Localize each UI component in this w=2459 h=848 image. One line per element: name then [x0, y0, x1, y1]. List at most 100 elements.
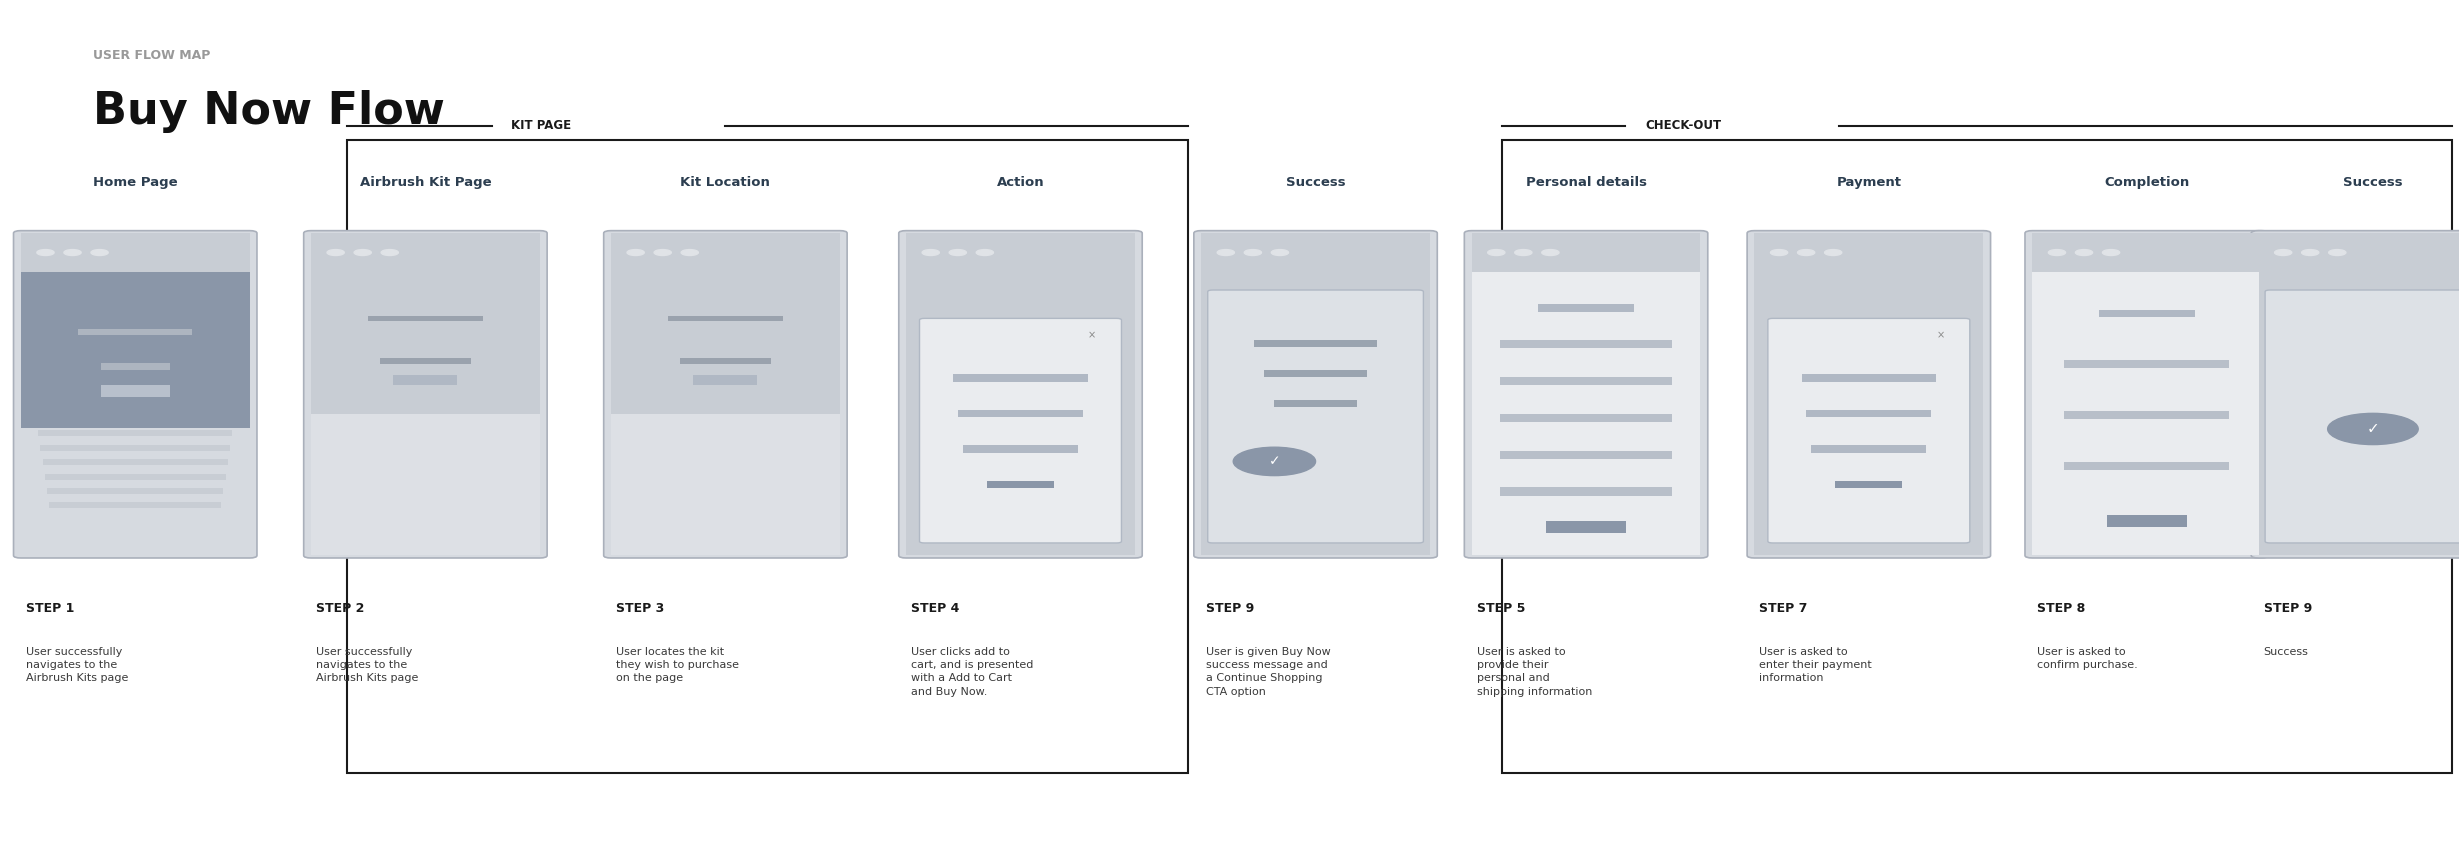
- Bar: [2107, 516, 2186, 527]
- Bar: [310, 414, 541, 555]
- Text: ×: ×: [1935, 331, 1945, 340]
- Circle shape: [1488, 249, 1505, 255]
- Bar: [1807, 410, 1930, 417]
- Bar: [49, 503, 221, 509]
- Bar: [20, 233, 251, 272]
- Text: STEP 9: STEP 9: [1207, 601, 1254, 615]
- Text: Success: Success: [2262, 647, 2309, 657]
- Bar: [44, 474, 226, 480]
- Text: Payment: Payment: [1837, 176, 1901, 189]
- Bar: [79, 328, 192, 335]
- Text: Airbrush Kit Page: Airbrush Kit Page: [359, 176, 492, 189]
- Text: User is asked to
enter their payment
information: User is asked to enter their payment inf…: [1761, 647, 1871, 683]
- Circle shape: [1515, 249, 1532, 255]
- Circle shape: [2075, 249, 2093, 255]
- Bar: [2066, 360, 2228, 368]
- Text: Success: Success: [1286, 176, 1345, 189]
- Circle shape: [922, 249, 939, 255]
- Bar: [1500, 414, 1672, 422]
- Text: STEP 9: STEP 9: [2262, 601, 2311, 615]
- Bar: [101, 385, 170, 397]
- Text: User is given Buy Now
success message and
a Continue Shopping
CTA option: User is given Buy Now success message an…: [1207, 647, 1330, 696]
- Bar: [1500, 377, 1672, 385]
- Circle shape: [37, 249, 54, 255]
- Circle shape: [1770, 249, 1788, 255]
- FancyBboxPatch shape: [2252, 231, 2459, 558]
- Bar: [369, 315, 482, 321]
- FancyBboxPatch shape: [920, 318, 1121, 543]
- Text: Action: Action: [996, 176, 1045, 189]
- Text: CHECK-OUT: CHECK-OUT: [1645, 119, 1721, 132]
- Text: STEP 8: STEP 8: [2036, 601, 2085, 615]
- Bar: [1802, 374, 1935, 382]
- Circle shape: [2329, 249, 2346, 255]
- Bar: [347, 140, 1188, 773]
- Circle shape: [381, 249, 398, 255]
- Bar: [986, 481, 1055, 488]
- Bar: [2257, 233, 2459, 272]
- FancyBboxPatch shape: [602, 231, 846, 558]
- Text: STEP 4: STEP 4: [910, 601, 959, 615]
- Bar: [1274, 399, 1357, 406]
- Bar: [610, 233, 841, 272]
- FancyBboxPatch shape: [1466, 231, 1707, 558]
- Bar: [964, 445, 1077, 453]
- Text: ✓: ✓: [2366, 421, 2380, 437]
- Circle shape: [1234, 447, 1316, 476]
- FancyBboxPatch shape: [305, 231, 548, 558]
- FancyBboxPatch shape: [2265, 290, 2459, 543]
- Bar: [1756, 233, 1982, 272]
- Text: Success: Success: [2343, 176, 2402, 189]
- Bar: [2098, 310, 2196, 317]
- Bar: [47, 488, 224, 494]
- Text: STEP 5: STEP 5: [1475, 601, 1525, 615]
- Bar: [37, 431, 234, 437]
- Bar: [20, 272, 251, 428]
- Bar: [669, 315, 782, 321]
- FancyBboxPatch shape: [15, 231, 258, 558]
- Bar: [1500, 450, 1672, 459]
- FancyBboxPatch shape: [2026, 231, 2267, 558]
- Text: STEP 1: STEP 1: [25, 601, 74, 615]
- Circle shape: [327, 249, 344, 255]
- Bar: [959, 410, 1082, 417]
- Text: User is asked to
provide their
personal and
shipping information: User is asked to provide their personal …: [1475, 647, 1591, 696]
- Bar: [1254, 340, 1377, 347]
- Text: User successfully
navigates to the
Airbrush Kits page: User successfully navigates to the Airbr…: [315, 647, 418, 683]
- Circle shape: [976, 249, 993, 255]
- Bar: [693, 375, 757, 385]
- Circle shape: [2048, 249, 2066, 255]
- Bar: [954, 374, 1087, 382]
- Bar: [1547, 521, 1625, 533]
- Circle shape: [654, 249, 671, 255]
- Bar: [1500, 488, 1672, 496]
- Circle shape: [1825, 249, 1842, 255]
- Text: Buy Now Flow: Buy Now Flow: [93, 91, 445, 133]
- Bar: [310, 233, 541, 272]
- FancyBboxPatch shape: [1768, 318, 1970, 543]
- Circle shape: [91, 249, 108, 255]
- Bar: [1470, 233, 1702, 272]
- Bar: [1264, 370, 1367, 377]
- Bar: [2031, 233, 2260, 272]
- Bar: [610, 414, 841, 555]
- Bar: [39, 445, 231, 451]
- Bar: [310, 272, 541, 414]
- Text: User clicks add to
cart, and is presented
with a Add to Cart
and Buy Now.: User clicks add to cart, and is presente…: [910, 647, 1033, 696]
- FancyBboxPatch shape: [1207, 290, 1424, 543]
- Bar: [1202, 233, 1431, 272]
- Bar: [1500, 340, 1672, 349]
- Text: USER FLOW MAP: USER FLOW MAP: [93, 48, 211, 62]
- Text: User is asked to
confirm purchase.: User is asked to confirm purchase.: [2036, 647, 2137, 670]
- Bar: [101, 363, 170, 370]
- Bar: [2066, 410, 2228, 419]
- Bar: [2031, 272, 2260, 555]
- Bar: [2257, 272, 2459, 555]
- Bar: [1202, 272, 1431, 555]
- Text: STEP 7: STEP 7: [1761, 601, 1807, 615]
- Text: User successfully
navigates to the
Airbrush Kits page: User successfully navigates to the Airbr…: [25, 647, 128, 683]
- Text: STEP 3: STEP 3: [615, 601, 664, 615]
- Text: ✓: ✓: [1269, 455, 1281, 468]
- Bar: [905, 233, 1136, 272]
- Text: ×: ×: [1087, 331, 1097, 340]
